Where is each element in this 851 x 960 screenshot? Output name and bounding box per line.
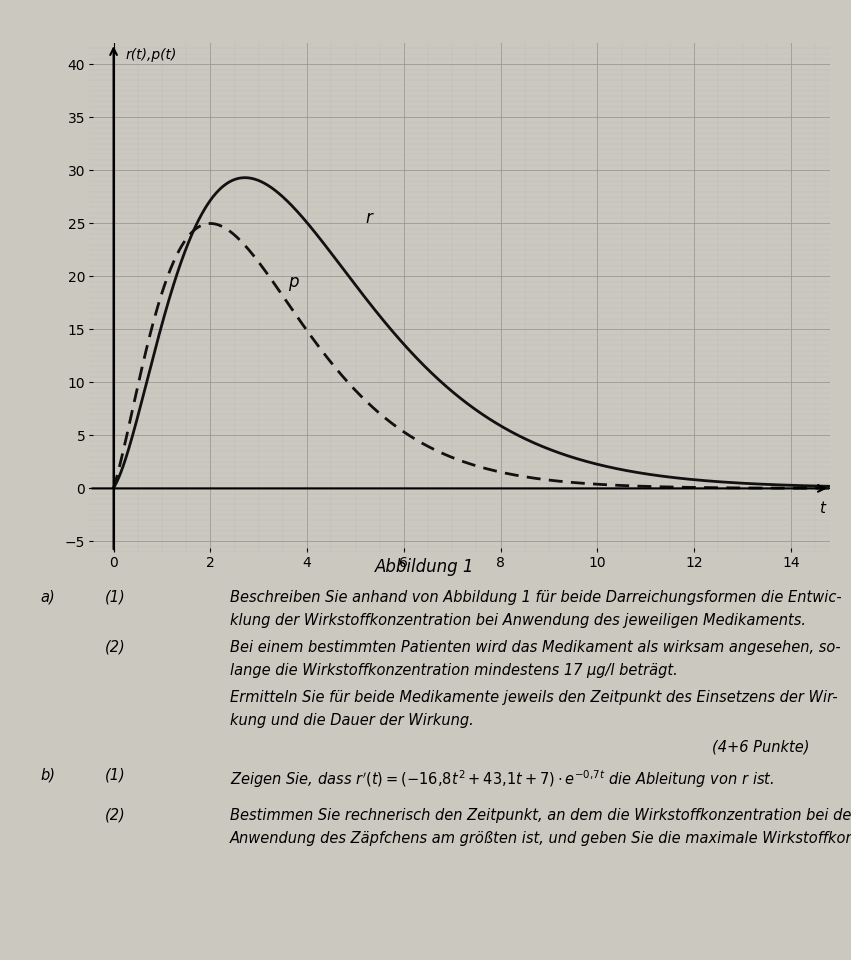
- Text: r: r: [365, 209, 372, 228]
- Text: (2): (2): [105, 808, 126, 823]
- Text: (2): (2): [105, 640, 126, 655]
- Text: Ermitteln Sie für beide Medikamente jeweils den Zeitpunkt des Einsetzens der Wir: Ermitteln Sie für beide Medikamente jewe…: [230, 690, 837, 705]
- Text: (1): (1): [105, 590, 126, 605]
- Text: Zeigen Sie, dass $r'(t) = (-16{,}8t^2 + 43{,}1t + 7) \cdot e^{-0{,}7t}$ die Able: Zeigen Sie, dass $r'(t) = (-16{,}8t^2 + …: [230, 768, 774, 790]
- Text: b): b): [40, 768, 55, 783]
- Text: r(t),p(t): r(t),p(t): [126, 49, 177, 62]
- Text: Abbildung 1: Abbildung 1: [375, 558, 475, 576]
- Text: t: t: [819, 501, 825, 516]
- Text: p: p: [288, 273, 298, 291]
- Text: kung und die Dauer der Wirkung.: kung und die Dauer der Wirkung.: [230, 713, 474, 728]
- Text: Anwendung des Zäpfchens am größten ist, und geben Sie die maximale Wirkstoffkon-: Anwendung des Zäpfchens am größten ist, …: [230, 831, 851, 846]
- Text: klung der Wirkstoffkonzentration bei Anwendung des jeweiligen Medikaments.: klung der Wirkstoffkonzentration bei Anw…: [230, 613, 806, 628]
- Text: Beschreiben Sie anhand von Abbildung 1 für beide Darreichungsformen die Entwic-: Beschreiben Sie anhand von Abbildung 1 f…: [230, 590, 842, 605]
- Text: (1): (1): [105, 768, 126, 783]
- Text: a): a): [40, 590, 54, 605]
- Text: Bestimmen Sie rechnerisch den Zeitpunkt, an dem die Wirkstoffkonzentration bei d: Bestimmen Sie rechnerisch den Zeitpunkt,…: [230, 808, 851, 823]
- Text: lange die Wirkstoffkonzentration mindestens 17 μg/l beträgt.: lange die Wirkstoffkonzentration mindest…: [230, 663, 677, 678]
- Text: (4+6 Punkte): (4+6 Punkte): [712, 740, 810, 755]
- Text: Bei einem bestimmten Patienten wird das Medikament als wirksam angesehen, so-: Bei einem bestimmten Patienten wird das …: [230, 640, 841, 655]
